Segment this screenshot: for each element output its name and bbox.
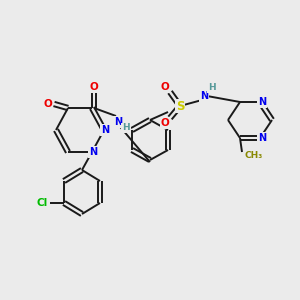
Text: H: H [208, 83, 216, 92]
Text: N: N [101, 125, 109, 135]
Text: N: N [114, 117, 122, 127]
Text: O: O [160, 82, 169, 92]
Text: N: N [89, 147, 97, 157]
Text: CH₃: CH₃ [245, 151, 263, 160]
Text: N: N [258, 133, 266, 143]
Text: O: O [90, 82, 98, 92]
Text: H: H [122, 124, 130, 133]
Text: N: N [200, 91, 208, 101]
Text: O: O [160, 118, 169, 128]
Text: O: O [44, 99, 52, 109]
Text: S: S [176, 100, 184, 112]
Text: Cl: Cl [36, 198, 48, 208]
Text: N: N [258, 97, 266, 107]
